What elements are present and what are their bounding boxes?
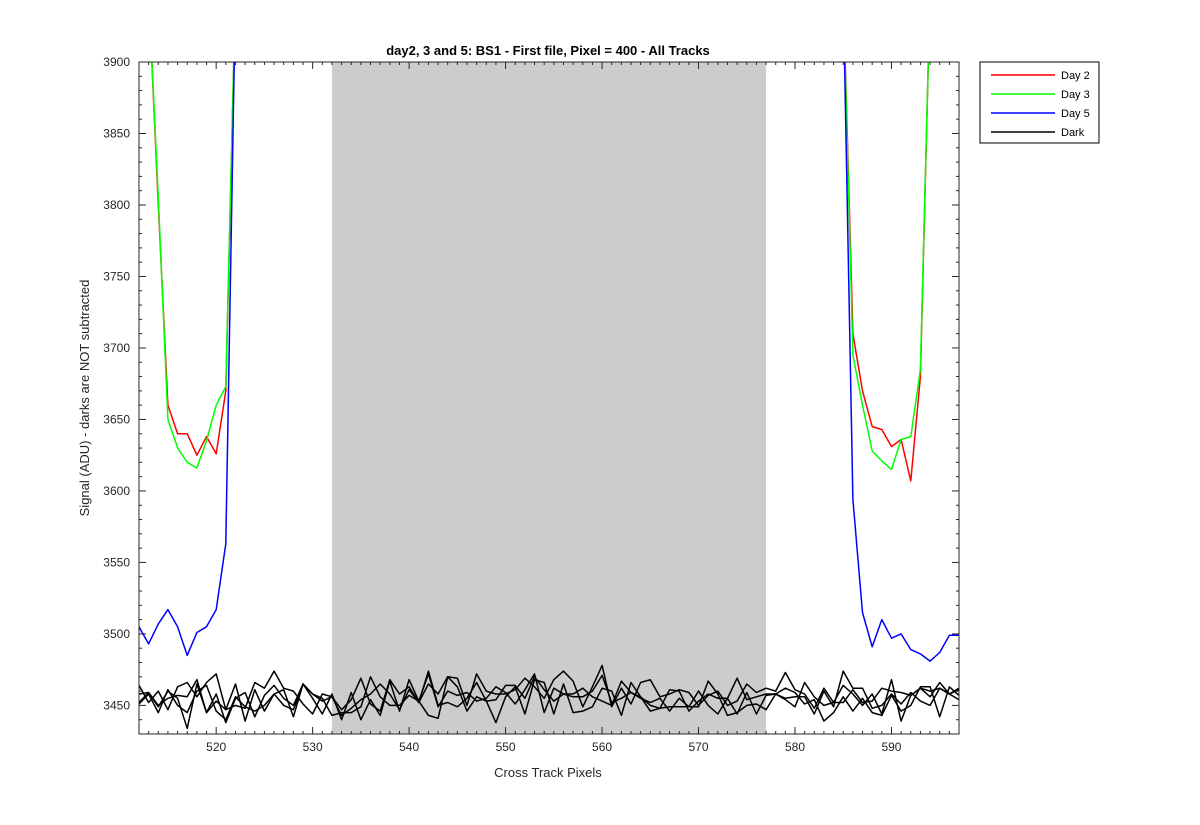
y-tick-label: 3700: [103, 341, 130, 355]
x-tick-label: 550: [496, 740, 516, 754]
series-line-day-3-2: [844, 62, 930, 471]
y-tick-label: 3900: [103, 55, 130, 69]
y-tick-label: 3800: [103, 198, 130, 212]
x-tick-label: 580: [785, 740, 805, 754]
legend-label-dark: Dark: [1061, 127, 1085, 139]
legend-label-day-3: Day 3: [1061, 89, 1090, 101]
x-tick-label: 520: [206, 740, 226, 754]
y-tick-label: 3750: [103, 269, 130, 283]
y-tick-label: 3500: [103, 627, 130, 641]
series-line-day-5-1: [139, 62, 235, 657]
y-tick-label: 3650: [103, 412, 130, 426]
series-line-dark-1: [139, 664, 959, 715]
series-line-day-2-2: [844, 62, 930, 482]
y-tick-label: 3850: [103, 126, 130, 140]
x-tick-label: 570: [689, 740, 709, 754]
x-tick-label: 590: [881, 740, 901, 754]
series-line-dark-2: [139, 670, 959, 730]
y-tick-label: 3600: [103, 484, 130, 498]
series-line-day-3-1: [151, 62, 235, 469]
series-line-day-5-2: [843, 62, 959, 662]
chart-title: day2, 3 and 5: BS1 - First file, Pixel =…: [386, 43, 710, 58]
excluded-region-shade: [331, 62, 767, 734]
legend-label-day-2: Day 2: [1061, 70, 1090, 82]
x-tick-label: 540: [399, 740, 419, 754]
y-tick-label: 3450: [103, 698, 130, 712]
y-tick-label: 3550: [103, 555, 130, 569]
x-axis-label: Cross Track Pixels: [494, 765, 602, 780]
series-line-dark-4: [139, 676, 959, 724]
plot-area: [139, 62, 959, 734]
x-tick-label: 530: [303, 740, 323, 754]
axes: 520 530 540 550 560 570 580 590 3450 3500 3550 3600…: [103, 55, 960, 754]
legend-label-day-5: Day 5: [1061, 108, 1090, 120]
legend: Day 2 Day 3 Day 5 Dark: [979, 61, 1100, 144]
x-tick-label: 560: [592, 740, 612, 754]
axes-box: [138, 61, 960, 735]
y-axis-label: Signal (ADU) - darks are NOT subtracted: [77, 280, 92, 517]
